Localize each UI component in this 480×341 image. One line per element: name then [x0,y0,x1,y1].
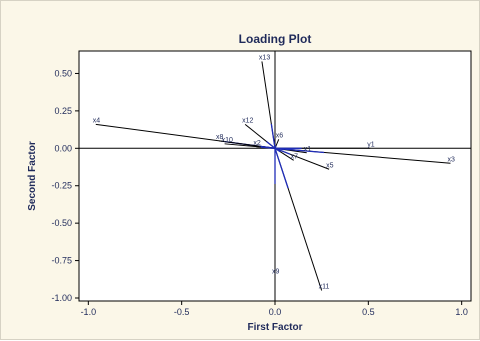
point-label-x9: x9 [272,269,280,276]
point-label-x4: x4 [93,117,101,124]
point-label-x6: x6 [276,132,284,139]
point-label-x3: x3 [447,156,455,163]
y-tick-label: 0.00 [54,143,72,153]
point-label-x12: x12 [242,117,253,124]
point-label-x1: x1 [304,146,312,153]
chart-title: Loading Plot [239,32,312,46]
point-label-y1: y1 [367,141,375,148]
y-tick-label: -1.00 [51,293,72,303]
point-label-x7: x7 [291,153,299,160]
y-tick-label: -0.75 [51,256,72,266]
point-label-x11: x11 [319,284,330,291]
point-label-x5: x5 [326,162,334,169]
y-tick-label: -0.25 [51,181,72,191]
point-label-x10: x10 [222,137,233,144]
x-tick-label: 1.0 [455,307,468,317]
x-tick-label: -1.0 [81,307,97,317]
y-tick-label: -0.50 [51,218,72,228]
x-tick-label: -0.5 [174,307,190,317]
point-label-x2: x2 [253,140,260,147]
x-tick-label: 0.0 [269,307,282,317]
point-label-x13: x13 [259,54,270,61]
y-axis-title: Second Factor [27,141,38,211]
y-tick-label: 0.50 [54,68,72,78]
x-tick-label: 0.5 [362,307,375,317]
y-tick-label: 0.25 [54,106,72,116]
x-axis-title: First Factor [247,322,302,333]
